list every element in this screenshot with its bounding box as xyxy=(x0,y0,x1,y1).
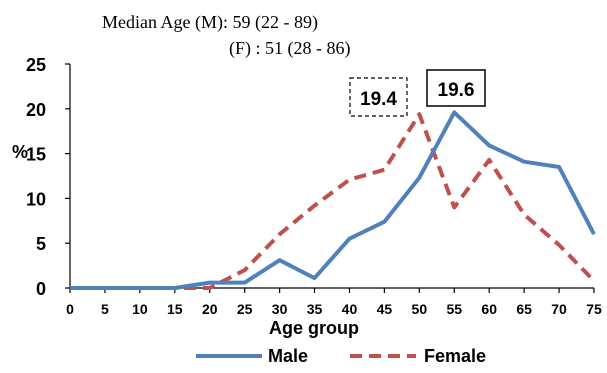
median-male-annotation: Median Age (M): 59 (22 - 89) xyxy=(102,12,318,33)
x-tick-label: 15 xyxy=(167,301,183,317)
median-female-annotation: (F) : 51 (28 - 86) xyxy=(229,38,350,59)
male-peak-label: 19.6 xyxy=(438,80,475,101)
series-line-female xyxy=(70,112,596,290)
x-tick-label: 70 xyxy=(551,301,567,317)
female-peak-label: 19.4 xyxy=(360,89,397,110)
x-ticks: 0 5 10 15 20 25 30 35 40 45 50 55 60 65 70 75 xyxy=(66,288,602,317)
female-peak-box xyxy=(349,77,408,117)
y-axis-label: % xyxy=(12,142,28,162)
legend-male-label: Male xyxy=(268,346,308,366)
x-axis-label: Age group xyxy=(269,318,359,338)
x-tick-label: 40 xyxy=(342,301,358,317)
y-tick-label: 25 xyxy=(26,55,46,75)
y-tick-label: 5 xyxy=(36,234,46,254)
x-tick-label: 35 xyxy=(307,301,323,317)
x-tick-label: 10 xyxy=(132,301,148,317)
y-tick-label: 0 xyxy=(36,279,46,299)
y-ticks: 0 5 10 15 20 25 xyxy=(26,55,70,299)
x-tick-label: 55 xyxy=(446,301,462,317)
male-peak-box xyxy=(426,69,486,107)
series-layer xyxy=(70,110,596,290)
x-tick-label: 20 xyxy=(202,301,218,317)
legend: Male Female xyxy=(196,346,486,366)
x-tick-label: 60 xyxy=(481,301,497,317)
x-tick-label: 50 xyxy=(412,301,428,317)
x-tick-label: 0 xyxy=(66,301,74,317)
x-tick-label: 30 xyxy=(272,301,288,317)
x-tick-label: 65 xyxy=(516,301,532,317)
x-tick-label: 25 xyxy=(237,301,253,317)
y-tick-label: 20 xyxy=(26,100,46,120)
y-tick-label: 10 xyxy=(26,189,46,209)
x-tick-label: 75 xyxy=(586,301,602,317)
series-line-male xyxy=(70,110,596,290)
legend-female-label: Female xyxy=(424,346,486,366)
y-tick-label: 15 xyxy=(26,145,46,165)
x-tick-label: 45 xyxy=(377,301,393,317)
x-tick-label: 5 xyxy=(101,301,109,317)
